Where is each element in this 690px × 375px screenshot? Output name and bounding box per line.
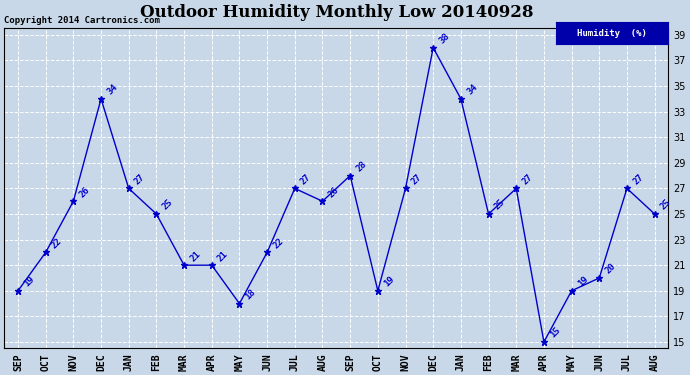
Text: 25: 25 [659, 198, 673, 212]
Text: 27: 27 [520, 172, 534, 186]
Text: 20: 20 [604, 262, 618, 276]
Text: 27: 27 [133, 172, 147, 186]
Text: 26: 26 [77, 185, 92, 199]
Text: 26: 26 [326, 185, 341, 199]
Text: 21: 21 [188, 249, 202, 263]
Text: 19: 19 [22, 274, 36, 289]
Text: 15: 15 [548, 326, 562, 340]
Text: 34: 34 [105, 83, 119, 97]
Text: 19: 19 [575, 274, 590, 289]
Text: 25: 25 [161, 198, 175, 212]
Text: 38: 38 [437, 32, 451, 45]
Text: 22: 22 [50, 236, 63, 250]
Text: 34: 34 [465, 83, 479, 97]
Text: 25: 25 [493, 198, 506, 212]
Text: 18: 18 [244, 287, 257, 302]
Text: 27: 27 [631, 172, 645, 186]
Text: 27: 27 [299, 172, 313, 186]
Text: 22: 22 [271, 236, 285, 250]
Text: 19: 19 [382, 274, 396, 289]
Text: Copyright 2014 Cartronics.com: Copyright 2014 Cartronics.com [4, 16, 160, 25]
Text: 28: 28 [355, 159, 368, 174]
Text: 27: 27 [410, 172, 424, 186]
Text: 21: 21 [216, 249, 230, 263]
Title: Outdoor Humidity Monthly Low 20140928: Outdoor Humidity Monthly Low 20140928 [139, 3, 533, 21]
